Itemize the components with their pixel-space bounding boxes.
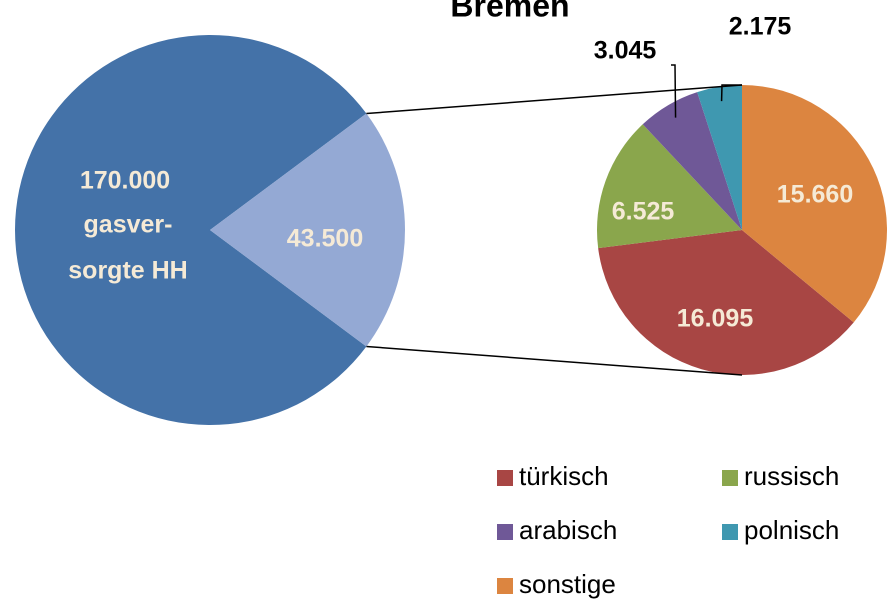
legend-label: türkisch: [519, 461, 609, 491]
data-label: 16.095: [677, 305, 754, 333]
pie-slice: [697, 85, 742, 230]
pie-slice: [742, 85, 887, 323]
legend-label: russisch: [744, 461, 839, 491]
data-label: 3.045: [594, 37, 657, 65]
legend-swatch: [497, 578, 513, 594]
data-label: 6.525: [612, 198, 675, 226]
data-label: 15.660: [777, 181, 853, 209]
legend-swatch: [497, 524, 513, 540]
connector: [366, 84, 743, 115]
data-label: 170.000: [80, 167, 170, 195]
chart-title: Bremen: [450, 0, 569, 23]
pie-slice: [14, 34, 367, 425]
pie-slice: [642, 92, 742, 230]
legend-label: sonstige: [519, 569, 616, 599]
data-label: 43.500: [287, 225, 363, 253]
legend-swatch: [722, 470, 738, 486]
legend-swatch: [497, 470, 513, 486]
leader-line: [671, 64, 677, 118]
data-label: 2.175: [729, 13, 792, 41]
connector: [366, 345, 743, 376]
pie-slice: [210, 113, 405, 347]
legend-label: polnisch: [744, 515, 839, 545]
legend-swatch: [722, 524, 738, 540]
pie-slice: [597, 124, 742, 249]
pie-slice: [598, 230, 854, 375]
slice-label: sorgte HH: [68, 257, 187, 285]
legend-label: arabisch: [519, 515, 617, 545]
leader-line: [720, 84, 742, 102]
slice-label: gasver-: [84, 211, 173, 239]
